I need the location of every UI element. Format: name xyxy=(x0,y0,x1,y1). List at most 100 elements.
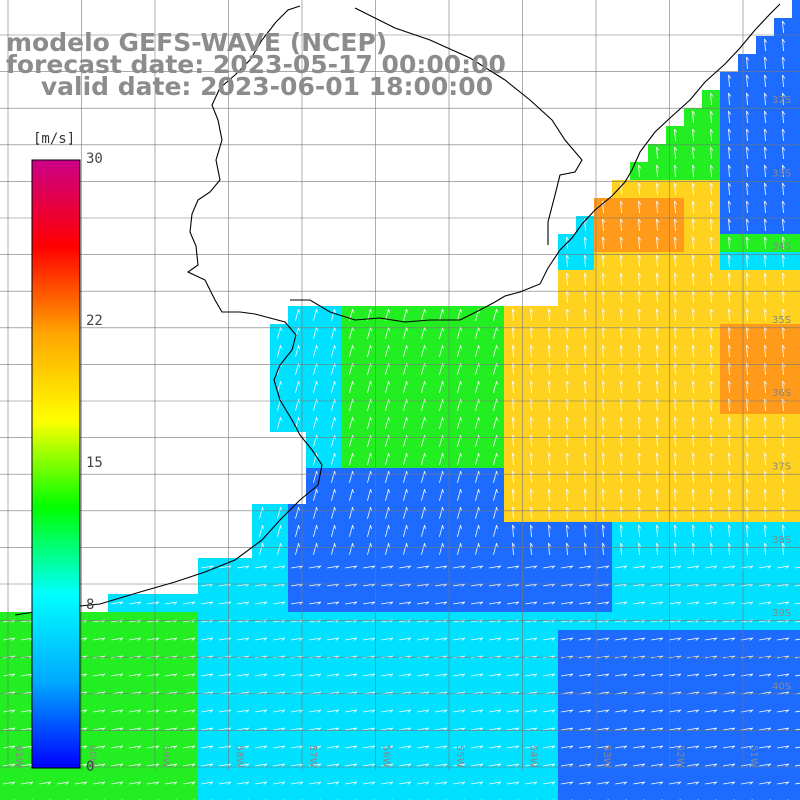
wind-arrow xyxy=(579,745,591,749)
wind-arrow-head xyxy=(602,308,606,313)
wind-arrow xyxy=(417,709,429,713)
wind-arrow-head xyxy=(173,601,178,605)
wind-arrow-head xyxy=(316,363,318,368)
wind-arrow-head xyxy=(245,763,250,767)
wind-arrow xyxy=(602,218,604,232)
wind-arrow xyxy=(471,673,483,677)
wind-arrow-head xyxy=(638,236,642,241)
longitude-label: 53W xyxy=(601,745,612,768)
wind-arrow-head xyxy=(299,745,304,749)
longitude-label: 61W xyxy=(13,745,24,768)
wind-arrow-head xyxy=(442,507,444,512)
wind-arrow-head xyxy=(782,506,786,511)
wind-arrow xyxy=(291,727,303,731)
wind-cell xyxy=(792,288,800,306)
wind-arrow-head xyxy=(425,709,430,713)
wind-arrow xyxy=(566,488,568,502)
wind-arrow-head xyxy=(692,470,696,475)
wind-arrow-head xyxy=(512,470,516,475)
wind-arrow xyxy=(349,435,353,447)
wind-arrow xyxy=(475,453,479,465)
wind-arrow xyxy=(728,380,730,394)
wind-arrow-head xyxy=(659,727,664,731)
wind-arrow-head xyxy=(695,637,700,641)
wind-arrow xyxy=(273,565,285,569)
wind-arrow xyxy=(309,565,321,569)
wind-arrow xyxy=(129,637,141,641)
wind-arrow xyxy=(656,146,658,160)
wind-arrow xyxy=(584,236,586,250)
wind-arrow xyxy=(656,416,658,430)
wind-arrow xyxy=(638,326,640,340)
wind-arrow xyxy=(561,583,573,587)
wind-arrow-head xyxy=(533,745,538,749)
wind-arrow xyxy=(39,781,51,785)
wind-arrow-head xyxy=(334,381,336,386)
wind-arrow xyxy=(728,416,730,430)
wind-arrow xyxy=(584,380,586,394)
wind-arrow-head xyxy=(533,709,538,713)
wind-arrow-head xyxy=(280,507,282,512)
wind-arrow xyxy=(291,673,303,677)
wind-arrow xyxy=(566,434,568,448)
wind-arrow-head xyxy=(407,745,412,749)
wind-arrow xyxy=(399,763,411,767)
wind-arrow-head xyxy=(782,236,786,241)
wind-arrow xyxy=(475,525,479,537)
wind-cell xyxy=(792,360,800,378)
wind-arrow-head xyxy=(782,542,786,547)
wind-arrow xyxy=(651,709,663,713)
wind-arrow xyxy=(764,236,766,250)
wind-arrow xyxy=(313,363,317,375)
wind-arrow-head xyxy=(299,601,304,605)
wind-arrow-head xyxy=(764,398,768,403)
wind-arrow xyxy=(367,417,371,429)
colorbar-unit: [m/s] xyxy=(33,131,76,147)
wind-arrow xyxy=(746,308,748,322)
wind-arrow-head xyxy=(155,745,160,749)
wind-arrow-head xyxy=(620,416,624,421)
wind-arrow-head xyxy=(710,146,714,151)
wind-arrow-head xyxy=(515,781,520,785)
wind-arrow xyxy=(566,452,568,466)
wind-arrow xyxy=(705,763,717,767)
wind-arrow xyxy=(705,601,717,605)
wind-arrow-head xyxy=(638,524,642,529)
wind-arrow-head xyxy=(674,290,678,295)
wind-arrow xyxy=(381,709,393,713)
wind-arrow-head xyxy=(496,381,498,386)
wind-arrow-head xyxy=(656,416,660,421)
wind-arrow xyxy=(602,542,604,556)
wind-arrow-head xyxy=(623,709,628,713)
wind-arrow-head xyxy=(746,308,750,313)
wind-cell xyxy=(792,450,800,468)
wind-arrow xyxy=(620,416,622,430)
wind-arrow xyxy=(795,746,800,749)
wind-arrow xyxy=(638,290,640,304)
wind-arrow-head xyxy=(728,380,732,385)
wind-arrow xyxy=(764,380,766,394)
wind-arrow xyxy=(638,272,640,286)
wind-arrow xyxy=(453,745,465,749)
wind-arrow xyxy=(548,416,550,430)
wind-cell xyxy=(792,342,800,360)
wind-arrow xyxy=(584,524,586,538)
wind-arrow xyxy=(746,344,748,358)
wind-arrow-head xyxy=(623,583,628,587)
wind-arrow xyxy=(674,542,676,556)
wind-arrow xyxy=(746,182,748,196)
wind-arrow-head xyxy=(638,380,642,385)
wind-arrow-head xyxy=(530,542,534,547)
wind-arrow xyxy=(3,727,15,731)
wind-arrow-head xyxy=(749,583,754,587)
wind-arrow-head xyxy=(692,110,696,115)
wind-arrow-head xyxy=(674,524,678,529)
wind-arrow xyxy=(219,781,231,785)
wind-arrow xyxy=(543,763,555,767)
wind-arrow xyxy=(674,254,676,268)
wind-arrow xyxy=(692,542,694,556)
wind-arrow xyxy=(512,308,514,322)
wind-arrow-head xyxy=(496,543,498,548)
wind-arrow-head xyxy=(782,290,786,295)
wind-arrow-head xyxy=(263,637,268,641)
